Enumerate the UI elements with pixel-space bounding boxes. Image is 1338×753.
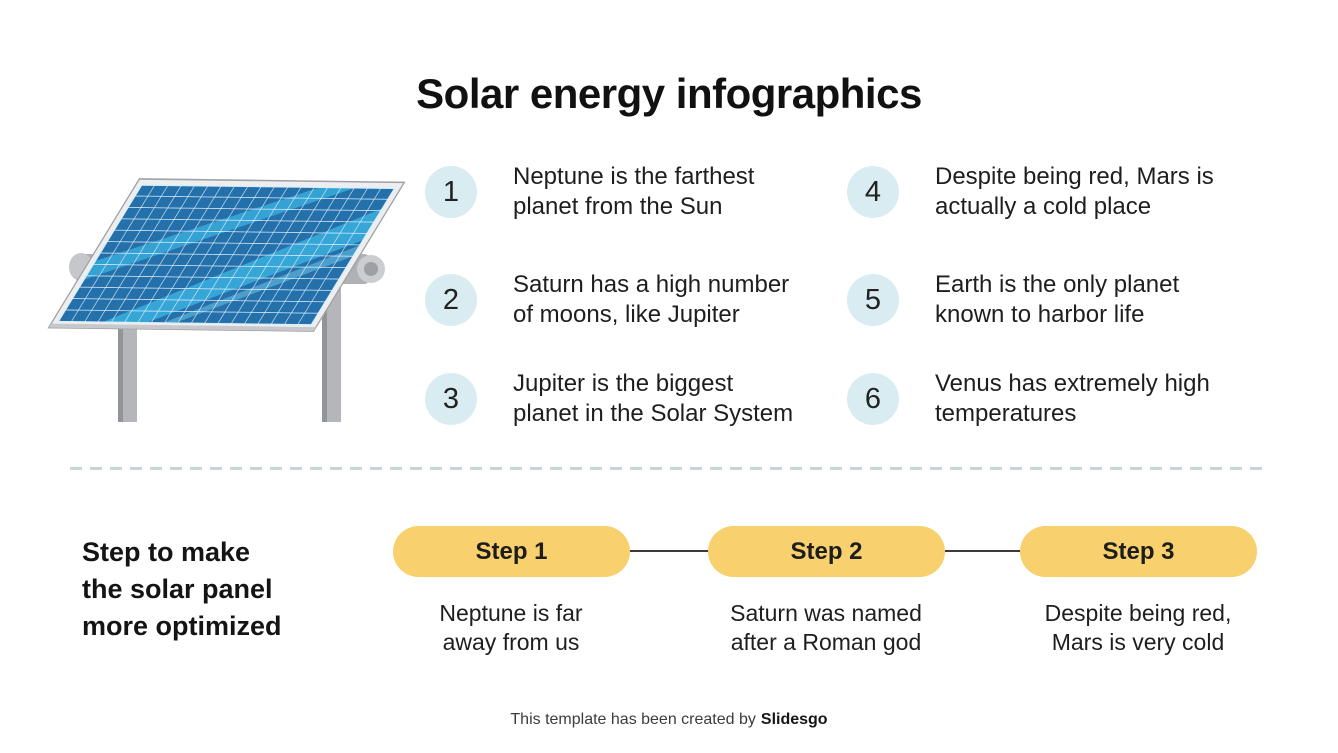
section-divider (70, 467, 1268, 470)
fact-text: Venus has extremely high temperatures (935, 370, 1210, 427)
fact-number-badge: 4 (847, 166, 899, 218)
fact-number-badge: 3 (425, 373, 477, 425)
step-pill-3: Step 3 (1020, 526, 1257, 577)
footer-text: This template has been created by (510, 711, 756, 728)
slide-title: Solar energy infographics (416, 70, 922, 117)
step-description-2: Saturn was named after a Roman god (730, 600, 922, 655)
panel-face (47, 178, 406, 332)
fact-text: Despite being red, Mars is actually a col… (935, 163, 1214, 220)
fact-item-4: 4 Despite being red, Mars is actually a c… (847, 162, 1214, 222)
fact-item-5: 5 Earth is the only planet known to harbo… (847, 270, 1179, 330)
steps-heading: Step to make the solar panel more optimi… (82, 537, 282, 641)
fact-number-badge: 6 (847, 373, 899, 425)
fact-text: Earth is the only planet known to harbor … (935, 271, 1180, 328)
fact-text: Neptune is the farthest planet from the S… (513, 163, 755, 220)
fact-text: Saturn has a high number of moons, like J… (513, 271, 790, 328)
fact-text: Jupiter is the biggest planet in the Sola… (513, 370, 794, 427)
fact-number-badge: 1 (425, 166, 477, 218)
step-connector-1 (630, 550, 708, 552)
step-connector-2 (945, 550, 1020, 552)
fact-item-6: 6 Venus has extremely high temperatures (847, 369, 1210, 429)
step-description-3: Despite being red, Mars is very cold (1044, 600, 1232, 655)
fact-item-3: 3 Jupiter is the biggest planet in the So… (425, 369, 793, 429)
step-description-1: Neptune is far away from us (439, 600, 583, 655)
fact-item-1: 1 Neptune is the farthest planet from the… (425, 162, 754, 222)
brand-name: Slidesgo (760, 711, 828, 728)
fact-number-badge: 2 (425, 274, 477, 326)
footer-credit: This template has been created by Slidesg… (0, 711, 1338, 729)
step-pill-2: Step 2 (708, 526, 945, 577)
fact-number-badge: 5 (847, 274, 899, 326)
solar-panel-illustration (47, 178, 406, 422)
fact-item-2: 2 Saturn has a high number of moons, like… (425, 270, 789, 330)
step-pill-1: Step 1 (393, 526, 630, 577)
